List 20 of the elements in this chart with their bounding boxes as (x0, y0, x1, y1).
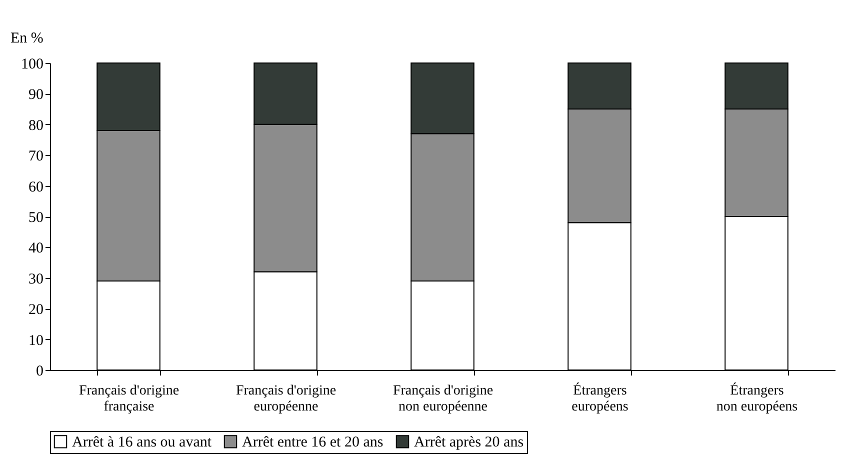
x-tick-label: Français d'origine française (78, 384, 180, 414)
y-tick-label: 50 (28, 210, 44, 226)
x-tick-label: Français d'origine non européenne (392, 384, 494, 414)
y-tick-label: 40 (28, 240, 44, 257)
legend-label: Arrêt après 20 ans (414, 434, 524, 451)
y-tick-label: 90 (28, 87, 44, 104)
x-tick-label: Étrangers non européens (716, 382, 798, 414)
x-tick-label: Étrangers européens (572, 382, 628, 414)
legend-label: Arrêt entre 16 et 20 ans (242, 434, 384, 451)
x-tick-label: Français d'origine européenne (236, 384, 336, 414)
y-tick-label: 70 (28, 148, 44, 165)
legend-label: Arrêt à 16 ans ou avant (72, 434, 212, 451)
y-axis-title: En % (10, 30, 44, 46)
y-tick-label: 100 (21, 56, 44, 72)
y-tick-label: 20 (28, 302, 44, 318)
y-tick-label: 10 (28, 332, 44, 349)
y-tick-label: 60 (28, 179, 44, 196)
y-tick-label: 80 (28, 118, 44, 134)
y-tick-label: 30 (28, 271, 44, 288)
y-tick-label: 0 (36, 364, 44, 380)
